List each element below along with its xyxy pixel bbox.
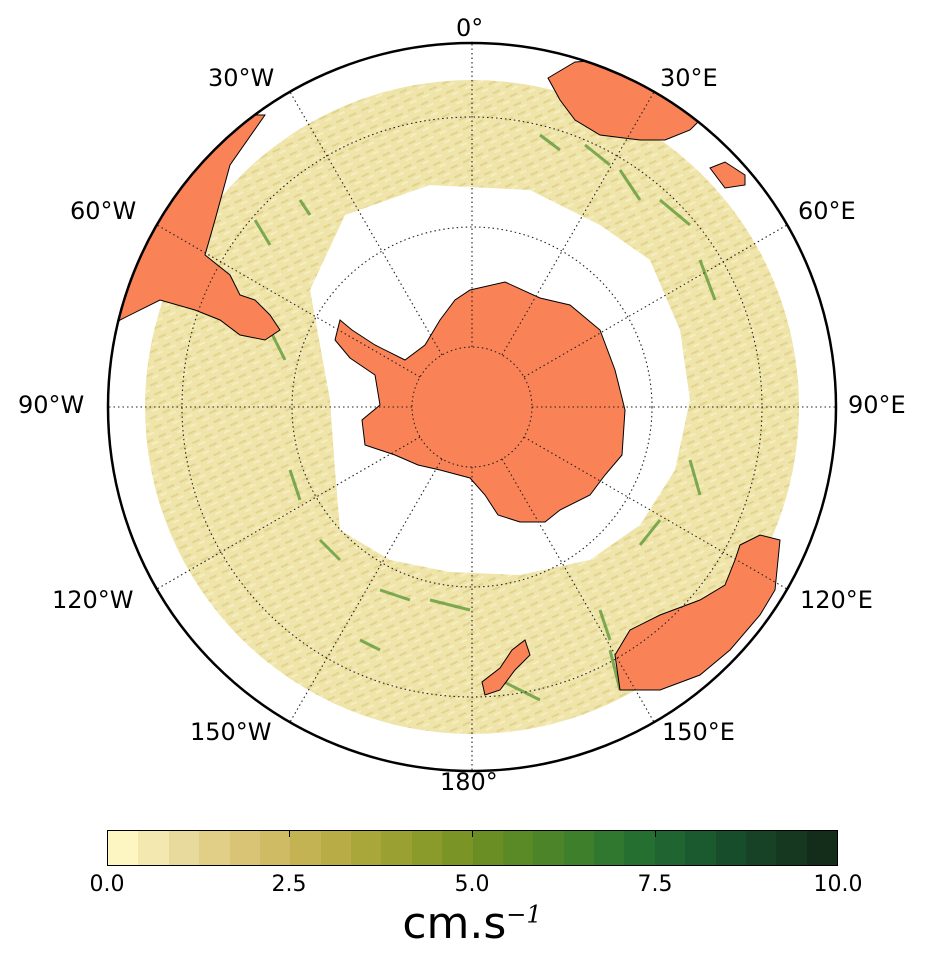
colorbar-tick-label: 5.0 [454,872,490,897]
colorbar-tick [289,830,290,837]
colorbar [107,830,838,866]
colorbar-swatch [472,831,503,865]
colorbar-tick-label: 10.0 [813,872,863,897]
units-exponent: −1 [506,900,542,929]
lon-label-90w: 90°W [18,391,85,419]
colorbar-swatch [229,831,260,865]
colorbar-swatch [381,831,412,865]
colorbar-swatch [745,831,777,865]
colorbar-swatch [199,831,230,865]
new-zealand-landmass [481,639,531,696]
colorbar-swatch [806,831,837,865]
lon-label-120w: 120°W [52,586,134,614]
lon-label-30e: 30°E [660,64,718,92]
colorbar-swatch [108,831,139,865]
colorbar-swatch [320,831,351,865]
lon-label-120e: 120°E [800,586,873,614]
colorbar-swatch [411,831,443,865]
colorbar-swatch [715,831,746,865]
colorbar-tick-label: 7.5 [637,872,673,897]
lon-label-150e: 150°E [662,718,735,746]
colorbar-swatch [654,831,686,865]
colorbar-swatch [502,831,534,865]
colorbar-swatch [533,831,564,865]
map-boundary [106,41,838,773]
colorbar-swatch [685,831,716,865]
colorbar-swatch [594,831,625,865]
lon-label-180: 180° [440,768,498,796]
colorbar-swatch [168,831,200,865]
colorbar-units: cm.s−1 [402,898,541,949]
colorbar-tick [655,830,656,837]
colorbar-swatch [776,831,807,865]
colorbar-swatch [259,831,291,865]
lon-label-60w: 60°W [70,197,137,225]
colorbar-swatch [442,831,473,865]
colorbar-swatch [290,831,321,865]
lon-label-60e: 60°E [798,197,856,225]
colorbar-tick-label: 2.5 [271,872,307,897]
australia-landmass [614,534,781,691]
eddy-streaks [253,133,717,702]
units-base: cm.s [402,898,507,949]
graticule [108,43,836,771]
colorbar-swatch [563,831,594,865]
lon-label-150w: 150°W [190,718,272,746]
colorbar-swatch [351,831,382,865]
lon-label-90e: 90°E [848,391,906,419]
lon-label-30w: 30°W [208,64,275,92]
polar-map [106,41,838,773]
colorbar-swatch [624,831,655,865]
colorbar-tick [472,830,473,837]
madagascar-landmass [709,161,746,189]
lon-label-0: 0° [456,14,484,42]
antarctica-landmass [334,281,626,523]
colorbar-tick-label: 0.0 [89,872,125,897]
colorbar-swatch [138,831,169,865]
